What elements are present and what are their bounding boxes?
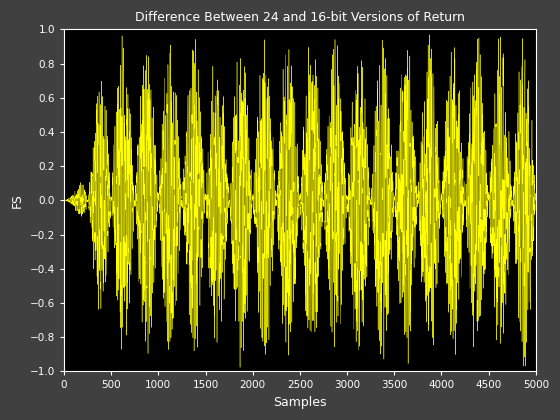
X-axis label: Samples: Samples	[273, 396, 326, 409]
Y-axis label: FS: FS	[11, 193, 24, 208]
Title: Difference Between 24 and 16-bit Versions of Return: Difference Between 24 and 16-bit Version…	[135, 11, 465, 24]
